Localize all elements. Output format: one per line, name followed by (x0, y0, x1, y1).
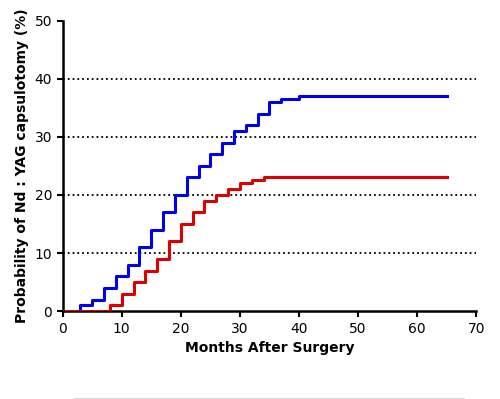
Asymmetric Refractive MIOL (248, 178, 254, 183)
Asymmetric Refractive MIOL (444, 175, 450, 180)
Diffractive MIOL (172, 193, 178, 198)
Diffractive MIOL (444, 94, 450, 99)
Diffractive MIOL (219, 140, 225, 145)
Asymmetric Refractive MIOL (166, 239, 172, 244)
Asymmetric Refractive MIOL (213, 193, 219, 198)
Line: Diffractive MIOL: Diffractive MIOL (62, 96, 446, 311)
Asymmetric Refractive MIOL (237, 181, 243, 186)
Diffractive MIOL (254, 111, 260, 116)
Diffractive MIOL (208, 152, 214, 157)
Asymmetric Refractive MIOL (260, 175, 266, 180)
Asymmetric Refractive MIOL (60, 309, 66, 314)
Asymmetric Refractive MIOL (284, 175, 290, 180)
Asymmetric Refractive MIOL (118, 291, 124, 296)
Diffractive MIOL (184, 175, 190, 180)
Asymmetric Refractive MIOL (202, 198, 207, 203)
Diffractive MIOL (196, 164, 202, 168)
Diffractive MIOL (89, 297, 95, 302)
Asymmetric Refractive MIOL (190, 210, 196, 215)
Asymmetric Refractive MIOL (154, 257, 160, 261)
Diffractive MIOL (124, 262, 130, 267)
Asymmetric Refractive MIOL (296, 175, 302, 180)
Asymmetric Refractive MIOL (272, 175, 278, 180)
Asymmetric Refractive MIOL (178, 221, 184, 226)
Diffractive MIOL (160, 210, 166, 215)
X-axis label: Months After Surgery: Months After Surgery (184, 341, 354, 355)
Diffractive MIOL (78, 303, 84, 308)
Diffractive MIOL (296, 94, 302, 99)
Diffractive MIOL (60, 309, 66, 314)
Diffractive MIOL (113, 274, 119, 279)
Diffractive MIOL (101, 286, 107, 290)
Diffractive MIOL (148, 227, 154, 232)
Diffractive MIOL (231, 128, 237, 133)
Asymmetric Refractive MIOL (130, 280, 136, 284)
Diffractive MIOL (278, 97, 284, 101)
Asymmetric Refractive MIOL (142, 268, 148, 273)
Line: Asymmetric Refractive MIOL: Asymmetric Refractive MIOL (62, 178, 446, 311)
Asymmetric Refractive MIOL (225, 187, 231, 192)
Diffractive MIOL (243, 123, 249, 128)
Diffractive MIOL (136, 245, 142, 250)
Asymmetric Refractive MIOL (107, 303, 113, 308)
Y-axis label: Probability of Nd : YAG capsulotomy (%): Probability of Nd : YAG capsulotomy (%) (15, 8, 29, 323)
Diffractive MIOL (266, 99, 272, 104)
